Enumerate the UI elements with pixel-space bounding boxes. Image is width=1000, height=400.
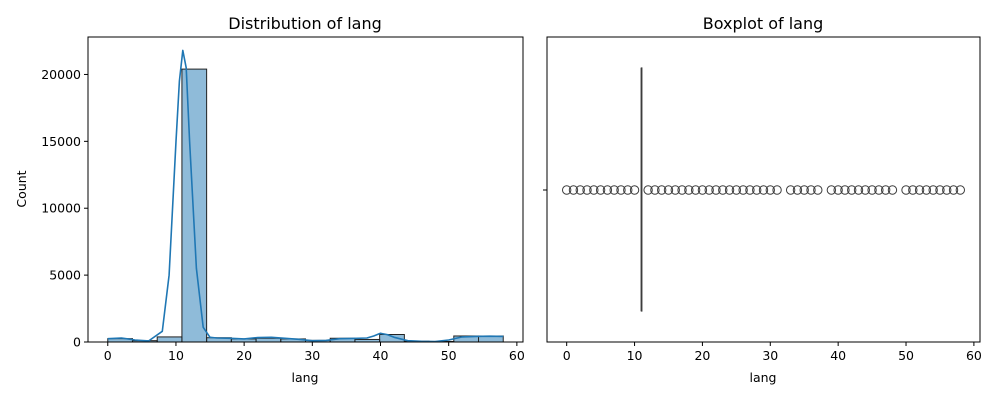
outlier-point xyxy=(833,185,843,195)
x-tick-label: 50 xyxy=(441,348,457,363)
outlier-point xyxy=(718,185,728,195)
outlier-point xyxy=(867,185,877,195)
outlier-point xyxy=(901,185,911,195)
histogram-chart: Distribution of lang 0 10 20 30 40 50 60 0 5000 1… xyxy=(14,14,525,385)
outlier-point xyxy=(853,185,864,195)
outlier-point xyxy=(914,185,925,195)
outlier-point xyxy=(942,185,952,195)
x-tick-label: 60 xyxy=(509,348,525,363)
outlier-point xyxy=(663,185,674,195)
kde-line xyxy=(107,49,504,343)
outlier-point xyxy=(575,185,585,195)
y-tick-label: 20000 xyxy=(41,67,81,82)
x-tick-label: 10 xyxy=(168,348,184,363)
outlier-point xyxy=(697,185,708,195)
outlier-point xyxy=(623,185,633,195)
outlier-point xyxy=(629,185,640,195)
outlier-point xyxy=(650,185,660,195)
x-tick-label: 40 xyxy=(830,348,846,363)
y-tick-label: 15000 xyxy=(41,134,81,149)
x-tick-label: 20 xyxy=(694,348,710,363)
outlier-point xyxy=(887,185,898,195)
outlier-point xyxy=(826,185,837,195)
outlier-point xyxy=(711,185,721,195)
outlier-point xyxy=(704,185,714,195)
outlier-point xyxy=(785,185,796,195)
x-axis-label: lang xyxy=(292,370,319,385)
chart-title: Boxplot of lang xyxy=(703,14,824,33)
outlier-point xyxy=(656,185,667,195)
y-tick-label: 5000 xyxy=(49,268,81,283)
histogram-bar xyxy=(156,336,183,343)
outlier-point xyxy=(684,185,694,195)
outlier-point xyxy=(752,185,762,195)
plot-area: 0 10 20 30 40 50 60 xyxy=(543,36,982,363)
outlier-point xyxy=(908,185,918,195)
x-tick-label: 60 xyxy=(966,348,982,363)
x-tick-label: 30 xyxy=(304,348,320,363)
x-tick-label: 30 xyxy=(762,348,778,363)
outlier-point xyxy=(731,185,742,195)
outlier-point xyxy=(609,185,619,195)
outlier-point xyxy=(670,185,680,195)
outlier-point xyxy=(860,185,871,195)
outlier-point xyxy=(568,185,579,195)
plot-area: 0 10 20 30 40 50 60 0 5000 10000 15000 20000 xyxy=(41,36,525,363)
outlier-point xyxy=(595,185,606,195)
outlier-point xyxy=(840,185,850,195)
outlier-point xyxy=(589,185,599,195)
x-tick-label: 40 xyxy=(373,348,389,363)
outlier-point xyxy=(758,185,769,195)
outlier-point xyxy=(690,185,701,195)
outlier-point xyxy=(561,185,572,195)
outlier-point xyxy=(616,185,626,195)
outlier-point xyxy=(745,185,755,195)
outlier-point xyxy=(880,185,891,195)
outlier-point xyxy=(738,185,748,195)
chart-title: Distribution of lang xyxy=(228,14,381,33)
x-tick-label: 10 xyxy=(627,348,643,363)
outlier-point xyxy=(643,185,653,195)
outlier-point xyxy=(921,185,932,195)
boxplot-chart: Boxplot of lang 0 10 20 30 40 50 60 lang xyxy=(543,14,982,385)
outlier-point xyxy=(772,185,782,195)
histogram-bar xyxy=(181,68,208,343)
outlier-point xyxy=(928,185,938,195)
outlier-point xyxy=(935,185,945,195)
outlier-point xyxy=(955,185,966,195)
outlier-point xyxy=(582,185,592,195)
x-axis-label: lang xyxy=(750,370,777,385)
outlier-point xyxy=(792,185,803,195)
y-tick-label: 10000 xyxy=(41,201,81,216)
y-axis-label: Count xyxy=(14,170,29,207)
x-tick-label: 0 xyxy=(563,348,571,363)
outlier-point xyxy=(813,185,823,195)
outlier-point xyxy=(874,185,884,195)
outlier-point xyxy=(724,185,735,195)
y-tick-label: 0 xyxy=(73,335,81,350)
x-tick-label: 20 xyxy=(236,348,252,363)
axes-frame xyxy=(87,36,524,343)
outlier-point xyxy=(806,185,816,195)
outlier-point xyxy=(677,185,687,195)
x-tick-label: 50 xyxy=(898,348,914,363)
histogram-bar xyxy=(255,337,282,343)
x-tick-label: 0 xyxy=(104,348,112,363)
outlier-point xyxy=(602,185,613,195)
outlier-point xyxy=(765,185,775,195)
outlier-point xyxy=(847,185,857,195)
outlier-point xyxy=(948,185,959,195)
outlier-point xyxy=(799,185,809,195)
